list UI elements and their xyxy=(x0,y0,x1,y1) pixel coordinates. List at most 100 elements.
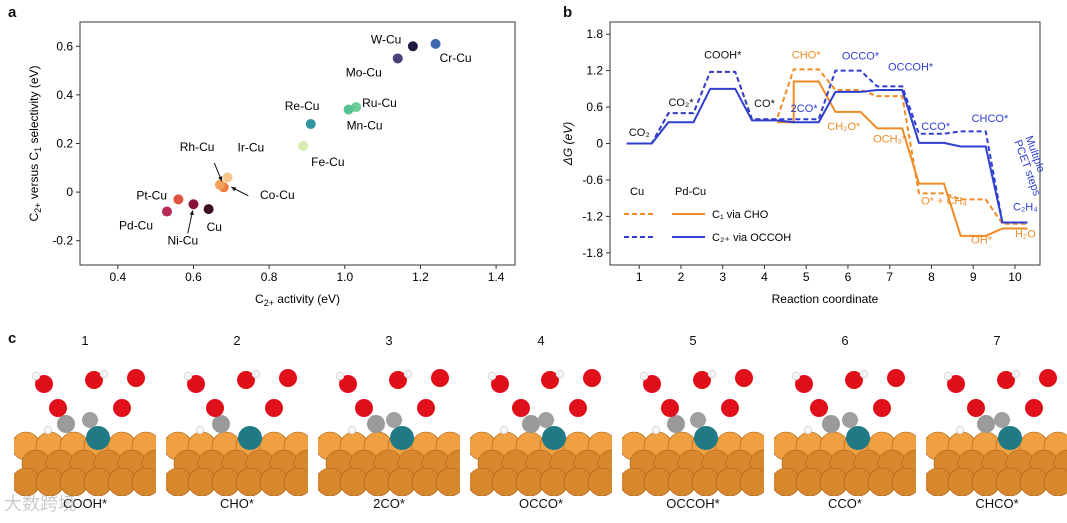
snapshot-label: OCCOH* xyxy=(666,496,720,511)
cu-atom xyxy=(283,467,308,496)
carbon-atom xyxy=(822,415,840,433)
water-oxygen-atom xyxy=(127,369,145,387)
carbon-atom xyxy=(367,415,385,433)
water-oxygen-atom xyxy=(583,369,601,387)
carbon-atom xyxy=(977,415,995,433)
hydrogen-atom xyxy=(555,369,565,379)
dopant-atom xyxy=(238,426,262,450)
free-energy-diagram-chart: 1 2 3 4 5 6 7 8 9 10 1.8 1.2 0.6 0 -0.6 -1.2 -1.8 Reactio… xyxy=(561,21,1054,306)
hydrogen-atom xyxy=(43,425,53,435)
dopant-atom xyxy=(390,426,414,450)
snapshot-label: 2CO* xyxy=(373,496,405,511)
legend-header-pdcu: Pd-Cu xyxy=(675,186,706,198)
water-oxygen-atom xyxy=(339,375,357,393)
hydrogen-atom xyxy=(487,371,497,381)
carbon-atom xyxy=(842,412,858,428)
snapshot-label: CCO* xyxy=(828,496,862,511)
scatter-point xyxy=(351,102,362,113)
water-oxygen-atom xyxy=(187,375,205,393)
carbon-atom xyxy=(690,412,706,428)
snapshot-number: 2 xyxy=(233,333,241,348)
state-label: O* + CH₄ xyxy=(921,195,967,207)
cu-atom xyxy=(891,467,916,496)
snapshot-image xyxy=(166,369,308,496)
water-oxygen-atom xyxy=(643,375,661,393)
point-label: Re-Cu xyxy=(285,99,320,113)
snapshot-image xyxy=(470,369,612,496)
water-oxygen-atom xyxy=(735,369,753,387)
x-tick-label: 7 xyxy=(886,270,893,284)
x-tick-label: 9 xyxy=(970,270,977,284)
watermark-text: 大数跨境 xyxy=(4,494,76,514)
snapshot-number: 7 xyxy=(993,333,1001,348)
snapshot-label: OCCO* xyxy=(518,496,564,511)
y-tick-label: -0.2 xyxy=(52,234,73,248)
snapshot-label: COOH* xyxy=(62,496,108,511)
x-tick-label: 0.6 xyxy=(185,270,202,284)
carbon-atom xyxy=(522,415,540,433)
y-tick-label: 0.4 xyxy=(56,88,73,102)
point-label: Co-Cu xyxy=(260,188,295,202)
x-tick-label: 3 xyxy=(719,270,726,284)
hydrogen-atom xyxy=(251,369,261,379)
x-axis-label: C2+ activity (eV) xyxy=(255,292,340,308)
water-oxygen-atom xyxy=(491,375,509,393)
hydrogen-atom xyxy=(403,369,413,379)
hydrogen-atom xyxy=(707,369,717,379)
cu-atom xyxy=(1043,467,1067,496)
cu-atom xyxy=(739,467,764,496)
water-oxygen-atom xyxy=(693,371,711,389)
hydrogen-atom xyxy=(499,425,509,435)
oxygen-atom xyxy=(569,399,587,417)
ni-arrow-head xyxy=(189,210,194,216)
water-oxygen-atom xyxy=(431,369,449,387)
scatter-point xyxy=(430,38,441,49)
snapshot-image xyxy=(318,369,460,496)
x-tick-label: 4 xyxy=(761,270,768,284)
point-label: Ir-Cu xyxy=(238,141,265,155)
snapshot-number: 6 xyxy=(841,333,849,348)
y-tick-label: 1.8 xyxy=(586,27,603,41)
x-tick-label: 1 xyxy=(636,270,643,284)
water-oxygen-atom xyxy=(795,375,813,393)
rh-arrow-head xyxy=(218,176,223,182)
oxygen-atom xyxy=(355,399,373,417)
snapshot-image xyxy=(622,369,764,496)
legend-label: C₁ via CHO xyxy=(712,209,769,221)
point-label: Cu xyxy=(207,220,222,234)
point-label: Ni-Cu xyxy=(167,233,198,247)
oxygen-atom xyxy=(721,399,739,417)
x-tick-label: 1.2 xyxy=(412,270,429,284)
energy-path-line xyxy=(626,69,1028,224)
snapshot-number: 4 xyxy=(537,333,545,348)
point-label: W-Cu xyxy=(371,32,401,46)
oxygen-atom xyxy=(1025,399,1043,417)
y-tick-label: 0.2 xyxy=(56,137,73,151)
y-tick-label: -1.8 xyxy=(582,246,603,260)
co-arrow-head xyxy=(231,187,237,192)
point-label: Pt-Cu xyxy=(136,188,167,202)
water-oxygen-atom xyxy=(887,369,905,387)
x-tick-label: 0.4 xyxy=(109,270,126,284)
hydrogen-atom xyxy=(943,371,953,381)
state-label: CHO* xyxy=(792,49,821,61)
hydrogen-atom xyxy=(859,369,869,379)
water-oxygen-atom xyxy=(541,371,559,389)
cu-atom xyxy=(587,467,612,496)
snapshot-image xyxy=(926,369,1067,496)
side-note: MultiplePCET steps xyxy=(1011,134,1054,198)
snapshot-number: 3 xyxy=(385,333,393,348)
oxygen-atom xyxy=(49,399,67,417)
panel-letter-b: b xyxy=(563,4,573,21)
panel-letter-c: c xyxy=(8,330,17,347)
hydrogen-atom xyxy=(1011,369,1021,379)
state-label: CHCO* xyxy=(972,113,1009,125)
hydrogen-atom xyxy=(99,369,109,379)
state-label: CO₂ xyxy=(629,127,650,139)
water-oxygen-atom xyxy=(35,375,53,393)
x-tick-label: 10 xyxy=(1008,270,1022,284)
point-label: Mn-Cu xyxy=(347,118,383,132)
scatter-point xyxy=(305,119,316,130)
oxygen-atom xyxy=(661,399,679,417)
hydrogen-atom xyxy=(31,371,41,381)
